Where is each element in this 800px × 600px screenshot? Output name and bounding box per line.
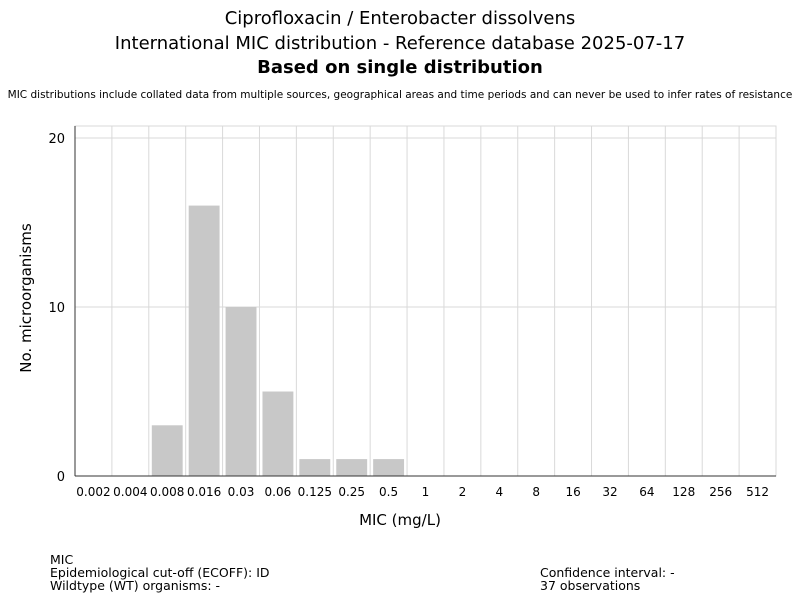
x-tick-label: 64 <box>639 485 654 499</box>
x-tick-label: 2 <box>459 485 467 499</box>
bar-0.06 <box>262 391 294 476</box>
footer-wildtype: Wildtype (WT) organisms: - <box>50 578 221 593</box>
x-tick-label: 1 <box>422 485 430 499</box>
bar-0.25 <box>336 459 368 476</box>
y-tick-label: 20 <box>48 132 65 147</box>
y-tick-label: 10 <box>48 301 65 316</box>
bar-0.125 <box>299 459 331 476</box>
x-tick-label: 16 <box>565 485 580 499</box>
disclaimer-text: MIC distributions include collated data … <box>7 89 793 101</box>
x-tick-label: 0.06 <box>265 485 292 499</box>
footer-left: MIC Epidemiological cut-off (ECOFF): ID … <box>50 553 270 592</box>
x-tick-label: 0.008 <box>150 485 184 499</box>
grid-layer <box>74 125 777 477</box>
x-tick-label: 0.125 <box>298 485 332 499</box>
chart-title: Ciprofloxacin / Enterobacter dissolvens <box>224 8 576 29</box>
x-tick-label: 32 <box>602 485 617 499</box>
axis-layer: 0 10 20 0.002 0.004 0.008 0.016 0.03 0.06 0.125 0.… <box>48 126 776 499</box>
bar-0.008 <box>151 425 183 476</box>
x-tick-label: 0.002 <box>76 485 110 499</box>
y-axis-title: No. microorganisms <box>17 223 35 373</box>
x-tick-label: 0.03 <box>228 485 255 499</box>
x-tick-label: 512 <box>746 485 769 499</box>
footer-observations: 37 observations <box>540 578 641 593</box>
x-tick-label: 8 <box>532 485 540 499</box>
chart-subtitle: International MIC distribution - Referen… <box>114 33 686 54</box>
x-axis-title: MIC (mg/L) <box>359 511 441 529</box>
distribution-basis: Based on single distribution <box>257 57 543 78</box>
bar-0.016 <box>188 205 220 476</box>
x-tick-label: 4 <box>495 485 503 499</box>
footer-mic-label: MIC <box>50 552 74 567</box>
x-tick-label: 256 <box>709 485 732 499</box>
x-tick-label: 0.5 <box>379 485 398 499</box>
x-tick-label: 0.004 <box>113 485 147 499</box>
footer-right: Confidence interval: - 37 observations <box>540 566 675 592</box>
y-tick-label: 0 <box>57 470 65 485</box>
bar-0.03 <box>225 307 257 476</box>
footer-ecoff: Epidemiological cut-off (ECOFF): ID <box>50 565 270 580</box>
bar-0.5 <box>373 459 405 476</box>
bar-layer <box>151 205 405 476</box>
plot-frame <box>74 125 777 477</box>
x-tick-label: 0.25 <box>338 485 365 499</box>
x-tick-label: 0.016 <box>187 485 221 499</box>
footer-confidence: Confidence interval: - <box>540 565 675 580</box>
x-tick-label: 128 <box>672 485 695 499</box>
